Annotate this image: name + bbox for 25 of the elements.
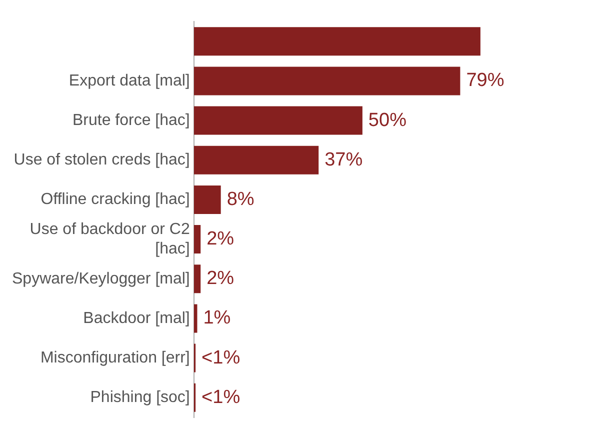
data-label: 79% xyxy=(466,70,504,92)
bar xyxy=(194,27,480,56)
bar xyxy=(194,146,319,174)
data-label: 1% xyxy=(203,308,231,329)
bar xyxy=(194,225,201,254)
y-tick-label: Brute force [hac] xyxy=(72,112,190,129)
y-tick-label: Spyware/Keylogger [mal] xyxy=(12,270,190,288)
bar xyxy=(194,106,362,135)
data-label: 50% xyxy=(368,110,407,131)
data-label: <1% xyxy=(202,347,240,368)
data-label: 37% xyxy=(324,149,363,170)
data-label: 2% xyxy=(206,228,234,250)
y-tick-label: Use of stolen creds [hac] xyxy=(14,152,190,169)
bar xyxy=(194,66,460,96)
y-tick-label: Use of backdoor or C2 [hac] xyxy=(30,221,190,258)
bar xyxy=(194,264,201,294)
y-tick-label: Export data [mal] xyxy=(68,72,190,90)
data-label: <1% xyxy=(202,386,240,408)
bar xyxy=(194,185,221,214)
y-tick-label: Misconfiguration [err] xyxy=(40,349,190,366)
data-label: 8% xyxy=(226,188,254,210)
y-tick-label: Offline cracking [hac] xyxy=(40,191,190,208)
y-tick-label: Backdoor [mal] xyxy=(83,310,190,327)
y-tick-label: Phishing [soc] xyxy=(90,389,190,406)
data-label: 2% xyxy=(206,268,234,290)
